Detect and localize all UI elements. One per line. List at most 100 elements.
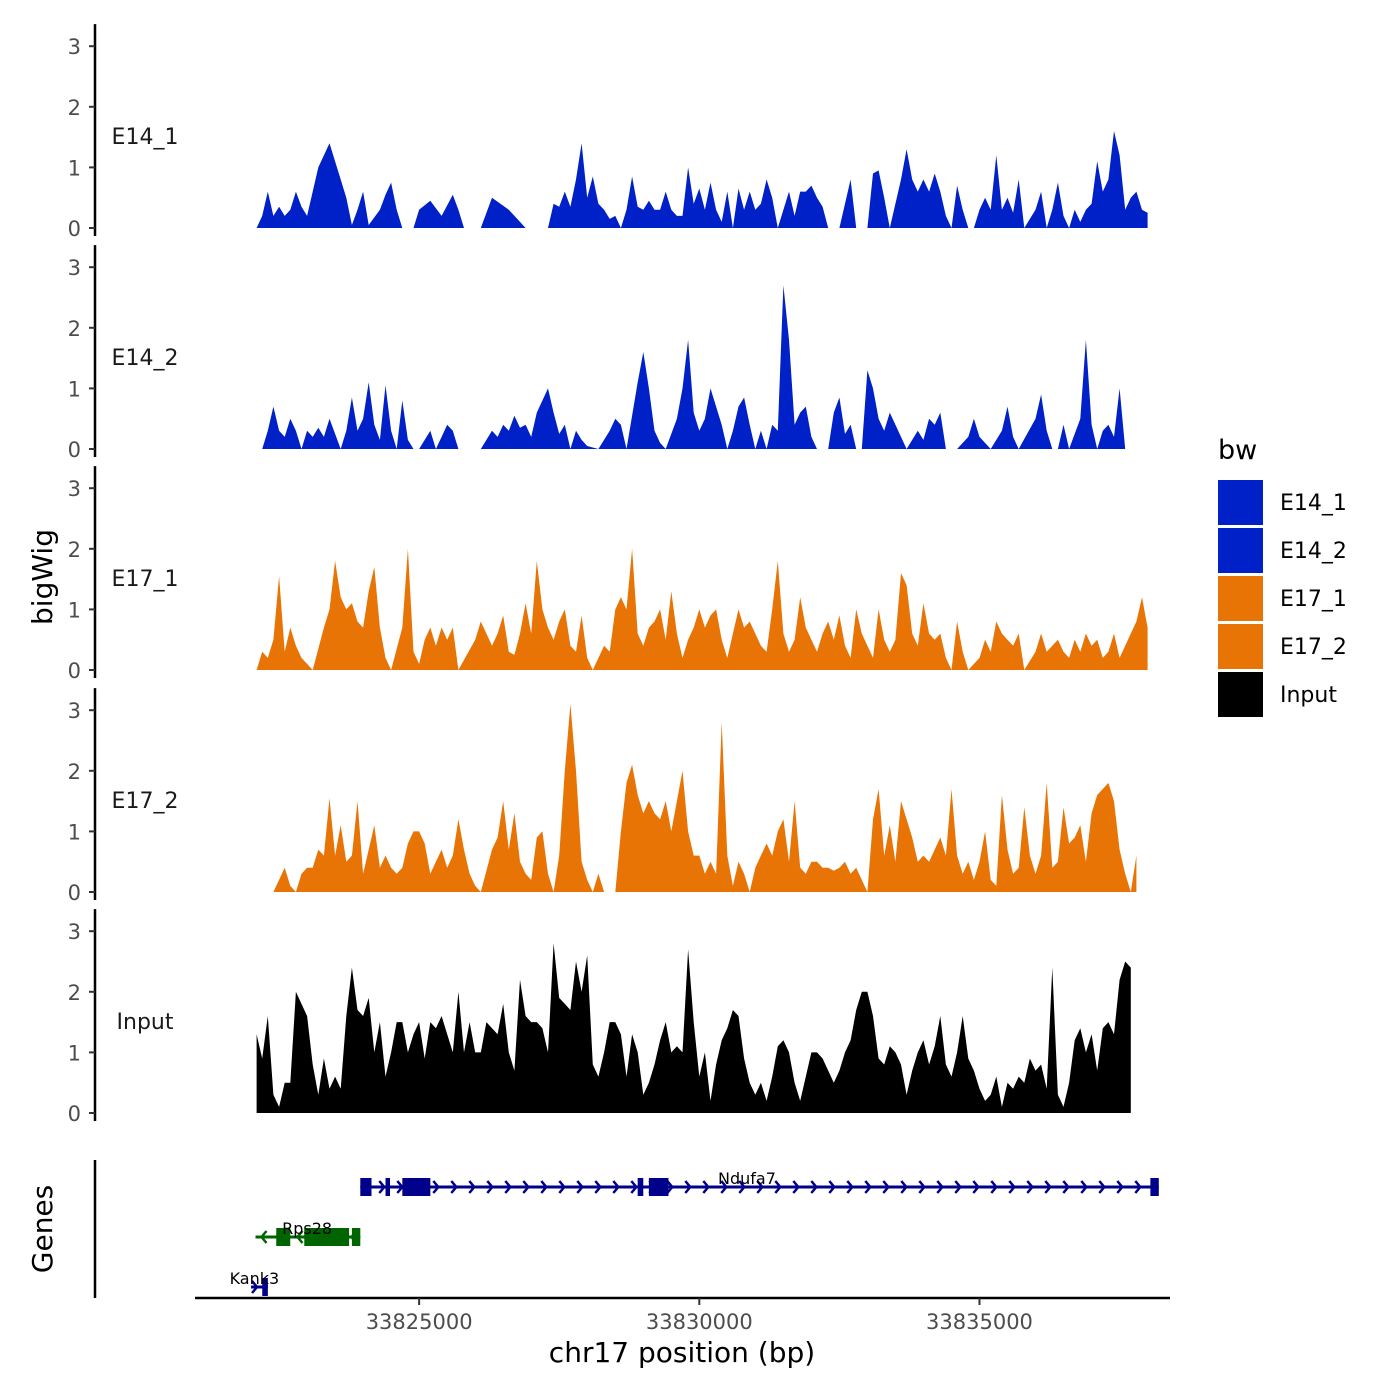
genes-axis-title: Genes: [26, 1185, 59, 1273]
strand-arrow: [792, 1180, 800, 1194]
y-tick-label: 2: [68, 538, 81, 562]
gene-label: Ndufa7: [718, 1169, 776, 1188]
y-tick-label: 1: [68, 1041, 81, 1065]
exon: [385, 1178, 390, 1196]
track-E14_1: 0 1 2 3 E14_1: [68, 24, 1148, 241]
legend-swatch-E17_2: [1218, 624, 1263, 669]
strand-arrow: [1062, 1180, 1070, 1194]
x-axis: 33825000 33830000 33835000: [195, 1296, 1170, 1334]
strand-arrow: [900, 1180, 908, 1194]
strand-arrow: [1098, 1180, 1106, 1194]
strand-arrow: [684, 1180, 692, 1194]
strand-arrow: [450, 1180, 458, 1194]
y-axis-title: bigWig: [26, 529, 59, 625]
y-tick-label: 1: [68, 820, 81, 844]
area-E14_1: [256, 131, 1148, 228]
strand-arrow: [846, 1180, 854, 1194]
track-E14_2: 0 1 2 3 E14_2: [68, 245, 1131, 462]
y-tick-label: 0: [68, 217, 81, 241]
strand-arrow: [1008, 1180, 1016, 1194]
x-tick-label: 33835000: [926, 1310, 1033, 1334]
x-tick-label: 33825000: [366, 1310, 473, 1334]
exon: [402, 1178, 431, 1196]
y-tick-label: 2: [68, 981, 81, 1005]
strand-arrow: [594, 1180, 602, 1194]
strand-arrow: [486, 1180, 494, 1194]
track-label: E17_2: [112, 789, 179, 814]
exon: [304, 1228, 350, 1246]
strand-arrow: [918, 1180, 926, 1194]
strand-arrow: [1134, 1180, 1142, 1194]
exon: [1150, 1178, 1159, 1196]
gene-label: Rps28: [282, 1219, 332, 1238]
y-tick-label: 3: [68, 256, 81, 280]
strand-arrow: [295, 1230, 304, 1244]
exon: [351, 1228, 361, 1246]
bigwig-tracks: 0 1 2 3 E14_1 0 1 2 3 E14_2 0 1 2 3 E17_1 0 1 2 3 E17_2 0 1 2 3…: [68, 24, 1148, 1126]
strand-arrow: [504, 1180, 512, 1194]
x-tick-label: 33830000: [646, 1310, 753, 1334]
strand-arrow: [666, 1180, 674, 1194]
track-label: E14_1: [112, 125, 179, 150]
strand-arrow: [1080, 1180, 1088, 1194]
strand-arrow: [1026, 1180, 1034, 1194]
strand-arrow: [774, 1180, 782, 1194]
legend-label-E14_1: E14_1: [1280, 491, 1347, 516]
y-tick-label: 0: [68, 659, 81, 683]
legend-title: bw: [1218, 435, 1257, 466]
legend-swatch-E17_1: [1218, 576, 1263, 621]
strand-arrow: [558, 1180, 566, 1194]
track-E17_1: 0 1 2 3 E17_1: [68, 466, 1148, 683]
legend-label-Input: Input: [1280, 683, 1337, 708]
exon: [262, 1278, 268, 1296]
legend: bw E14_1 E14_2 E17_1 E17_2 Input: [1218, 435, 1347, 717]
legend-swatch-E14_1: [1218, 480, 1263, 525]
strand-arrow: [576, 1180, 584, 1194]
strand-arrow: [540, 1180, 548, 1194]
strand-arrow: [882, 1180, 890, 1194]
strand-arrow: [522, 1180, 530, 1194]
y-tick-label: 2: [68, 760, 81, 784]
y-tick-label: 3: [68, 35, 81, 59]
x-axis-title: chr17 position (bp): [549, 1336, 815, 1369]
strand-arrow: [378, 1180, 386, 1194]
y-tick-label: 1: [68, 377, 81, 401]
strand-arrow: [630, 1180, 638, 1194]
area-E17_2: [273, 704, 1137, 892]
genes-panel: Ndufa7 Rps28 Kank3: [93, 1160, 1159, 1298]
strand-arrow: [864, 1180, 872, 1194]
track-label: Input: [117, 1010, 174, 1035]
strand-arrow: [720, 1180, 728, 1194]
exon: [360, 1178, 372, 1196]
track-label: E14_2: [112, 346, 179, 371]
y-tick-label: 1: [68, 598, 81, 622]
area-E14_2: [256, 285, 1131, 449]
strand-arrow: [936, 1180, 944, 1194]
strand-arrow: [468, 1180, 476, 1194]
strand-arrow: [972, 1180, 980, 1194]
y-tick-label: 1: [68, 156, 81, 180]
strand-arrow: [432, 1180, 440, 1194]
legend-label-E14_2: E14_2: [1280, 539, 1347, 564]
gene-Kank3: Kank3: [230, 1269, 279, 1296]
strand-arrow: [251, 1280, 259, 1294]
y-tick-label: 0: [68, 1102, 81, 1126]
y-tick-label: 0: [68, 881, 81, 905]
strand-arrow: [810, 1180, 818, 1194]
strand-arrow: [954, 1180, 962, 1194]
y-tick-label: 2: [68, 317, 81, 341]
track-E17_2: 0 1 2 3 E17_2: [68, 688, 1137, 905]
strand-arrow: [1116, 1180, 1124, 1194]
legend-swatch-E14_2: [1218, 528, 1263, 573]
strand-arrow: [756, 1180, 764, 1194]
strand-arrow: [259, 1230, 268, 1244]
y-tick-label: 0: [68, 438, 81, 462]
y-tick-label: 3: [68, 477, 81, 501]
strand-arrow: [738, 1180, 746, 1194]
legend-label-E17_2: E17_2: [1280, 635, 1347, 660]
strand-arrow: [990, 1180, 998, 1194]
legend-swatch-Input: [1218, 672, 1263, 717]
gene-Rps28: Rps28: [255, 1219, 361, 1246]
gene-Ndufa7: Ndufa7: [360, 1169, 1159, 1196]
